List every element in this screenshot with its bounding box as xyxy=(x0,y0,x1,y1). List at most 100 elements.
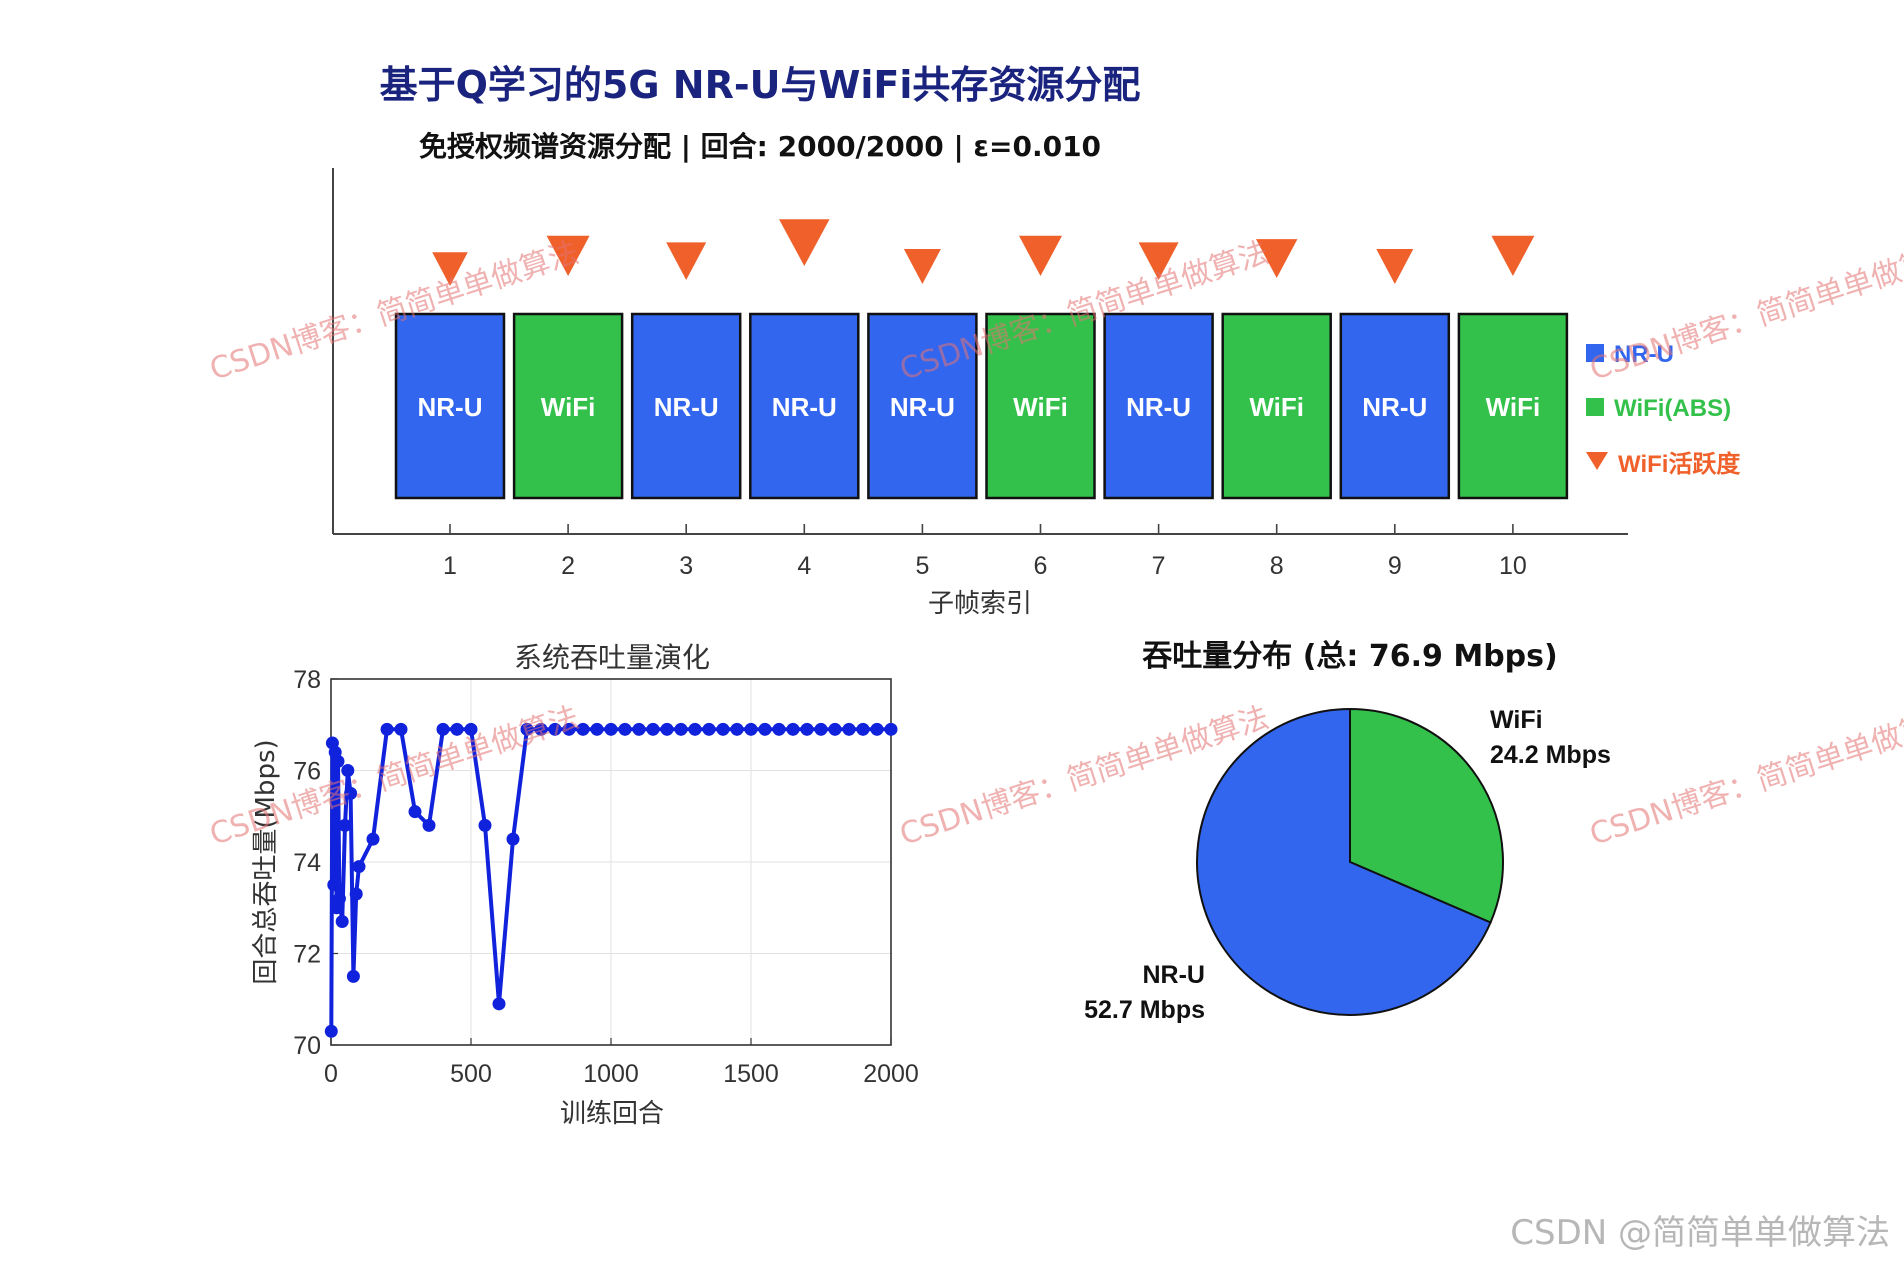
pie-slice xyxy=(1196,707,1492,1016)
wifi-activity-marker xyxy=(1138,242,1179,280)
throughput-point xyxy=(332,892,346,906)
subframe-block-label: NR-U xyxy=(654,392,719,422)
throughput-series xyxy=(324,722,898,1038)
throughput-point xyxy=(842,722,856,736)
throughput-point xyxy=(758,722,772,736)
pie-chart-title: 吞吐量分布 (总: 76.9 Mbps) xyxy=(1142,639,1557,674)
subframe-block xyxy=(1221,312,1332,500)
throughput-point xyxy=(394,722,408,736)
throughput-point xyxy=(346,969,360,983)
x-tick-label: 2000 xyxy=(863,1060,919,1088)
throughput-point xyxy=(548,722,562,736)
throughput-point xyxy=(688,722,702,736)
wifi-activity-marker xyxy=(903,249,941,284)
subframe-block xyxy=(630,312,742,500)
subframe-block xyxy=(867,312,978,500)
wifi-activity-marker xyxy=(666,242,707,280)
footer-watermark: CSDN @简简单单做算法 xyxy=(1510,1213,1890,1253)
x-tick-label: 8 xyxy=(1270,552,1284,580)
subframe-block xyxy=(512,312,624,500)
throughput-point xyxy=(772,722,786,736)
y-tick-label: 78 xyxy=(293,666,321,694)
subframe-block xyxy=(749,312,860,500)
x-tick-label: 1500 xyxy=(723,1060,779,1088)
throughput-point xyxy=(730,722,744,736)
throughput-point xyxy=(604,722,618,736)
throughput-point xyxy=(814,722,828,736)
x-tick-label: 4 xyxy=(797,552,811,580)
legend-nru-swatch xyxy=(1586,344,1604,362)
throughput-point xyxy=(436,722,450,736)
throughput-point xyxy=(702,722,716,736)
legend-activity-marker xyxy=(1586,452,1608,470)
watermark: CSDN博客：简简单单做算法 xyxy=(1586,235,1904,387)
figure-subtitle: 免授权频谱资源分配 | 回合: 2000/2000 | ε=0.010 xyxy=(419,130,1101,163)
throughput-point xyxy=(327,878,341,892)
throughput-point xyxy=(618,722,632,736)
throughput-point xyxy=(349,887,363,901)
throughput-point xyxy=(492,997,506,1011)
pie-value-wifi: 24.2 Mbps xyxy=(1490,741,1611,769)
throughput-point xyxy=(506,832,520,846)
pie-slices xyxy=(1196,707,1504,1016)
y-tick-label: 70 xyxy=(293,1032,321,1060)
throughput-point xyxy=(856,722,870,736)
throughput-point xyxy=(884,722,898,736)
subframe-block-label: NR-U xyxy=(890,392,955,422)
throughput-point xyxy=(408,805,422,819)
subframe-block xyxy=(1103,312,1214,500)
watermark: CSDN博客：简简单单做算法 xyxy=(1586,700,1904,852)
throughput-point xyxy=(366,832,380,846)
throughput-point xyxy=(335,914,349,928)
throughput-point xyxy=(800,722,814,736)
subframe-allocation-chart: NR-U WiFi NR-U NR-U NR-U WiFi NR-U WiFi NR-U WiFi… xyxy=(332,168,1741,619)
y-tick-label: 72 xyxy=(293,941,321,969)
throughput-point xyxy=(562,722,576,736)
legend-nru-label: NR-U xyxy=(1614,341,1674,368)
throughput-point xyxy=(744,722,758,736)
legend-activity-label: WiFi活跃度 xyxy=(1618,450,1741,478)
throughput-point xyxy=(870,722,884,736)
x-tick-label: 1 xyxy=(443,552,457,580)
legend-wifi-swatch xyxy=(1586,398,1604,416)
throughput-point xyxy=(324,1024,338,1038)
subframe-block-label: NR-U xyxy=(772,392,837,422)
throughput-point xyxy=(590,722,604,736)
x-tick-label: 500 xyxy=(450,1060,492,1088)
top-legend: NR-U WiFi(ABS) WiFi活跃度 xyxy=(1586,341,1741,478)
subframe-block-label: NR-U xyxy=(1126,392,1191,422)
subframe-block-label: WiFi xyxy=(541,392,596,422)
throughput-point xyxy=(344,786,358,800)
subframe-block-label: WiFi xyxy=(1486,392,1541,422)
subframe-block xyxy=(1339,312,1451,500)
throughput-point xyxy=(464,722,478,736)
subframe-block-label: NR-U xyxy=(1362,392,1427,422)
throughput-point xyxy=(660,722,674,736)
throughput-point xyxy=(828,722,842,736)
line-chart-title: 系统吞吐量演化 xyxy=(514,641,710,674)
x-tick-label: 3 xyxy=(679,552,693,580)
throughput-point xyxy=(534,722,548,736)
throughput-point xyxy=(646,722,660,736)
wifi-activity-marker xyxy=(1376,249,1414,284)
throughput-point xyxy=(380,722,394,736)
throughput-point xyxy=(478,818,492,832)
x-tick-label: 10 xyxy=(1499,552,1527,580)
throughput-point xyxy=(520,722,534,736)
subframe-block xyxy=(985,312,1096,500)
x-tick-label: 7 xyxy=(1152,552,1166,580)
pie-label-wifi: WiFi xyxy=(1490,706,1543,734)
subframe-block xyxy=(1457,312,1569,500)
figure-title: 基于Q学习的5G NR-U与WiFi共存资源分配 xyxy=(380,63,1141,107)
x-tick-label: 6 xyxy=(1034,552,1048,580)
throughput-point xyxy=(786,722,800,736)
throughput-point xyxy=(341,764,355,777)
throughput-point xyxy=(674,722,688,736)
y-tick-label: 76 xyxy=(293,758,321,786)
throughput-point xyxy=(331,754,345,768)
throughput-pie-chart: 吞吐量分布 (总: 76.9 Mbps) WiFi 24.2 Mbps NR-U… xyxy=(1084,639,1611,1024)
x-tick-label: 2 xyxy=(561,552,575,580)
subframe-block-label: WiFi xyxy=(1249,392,1304,422)
